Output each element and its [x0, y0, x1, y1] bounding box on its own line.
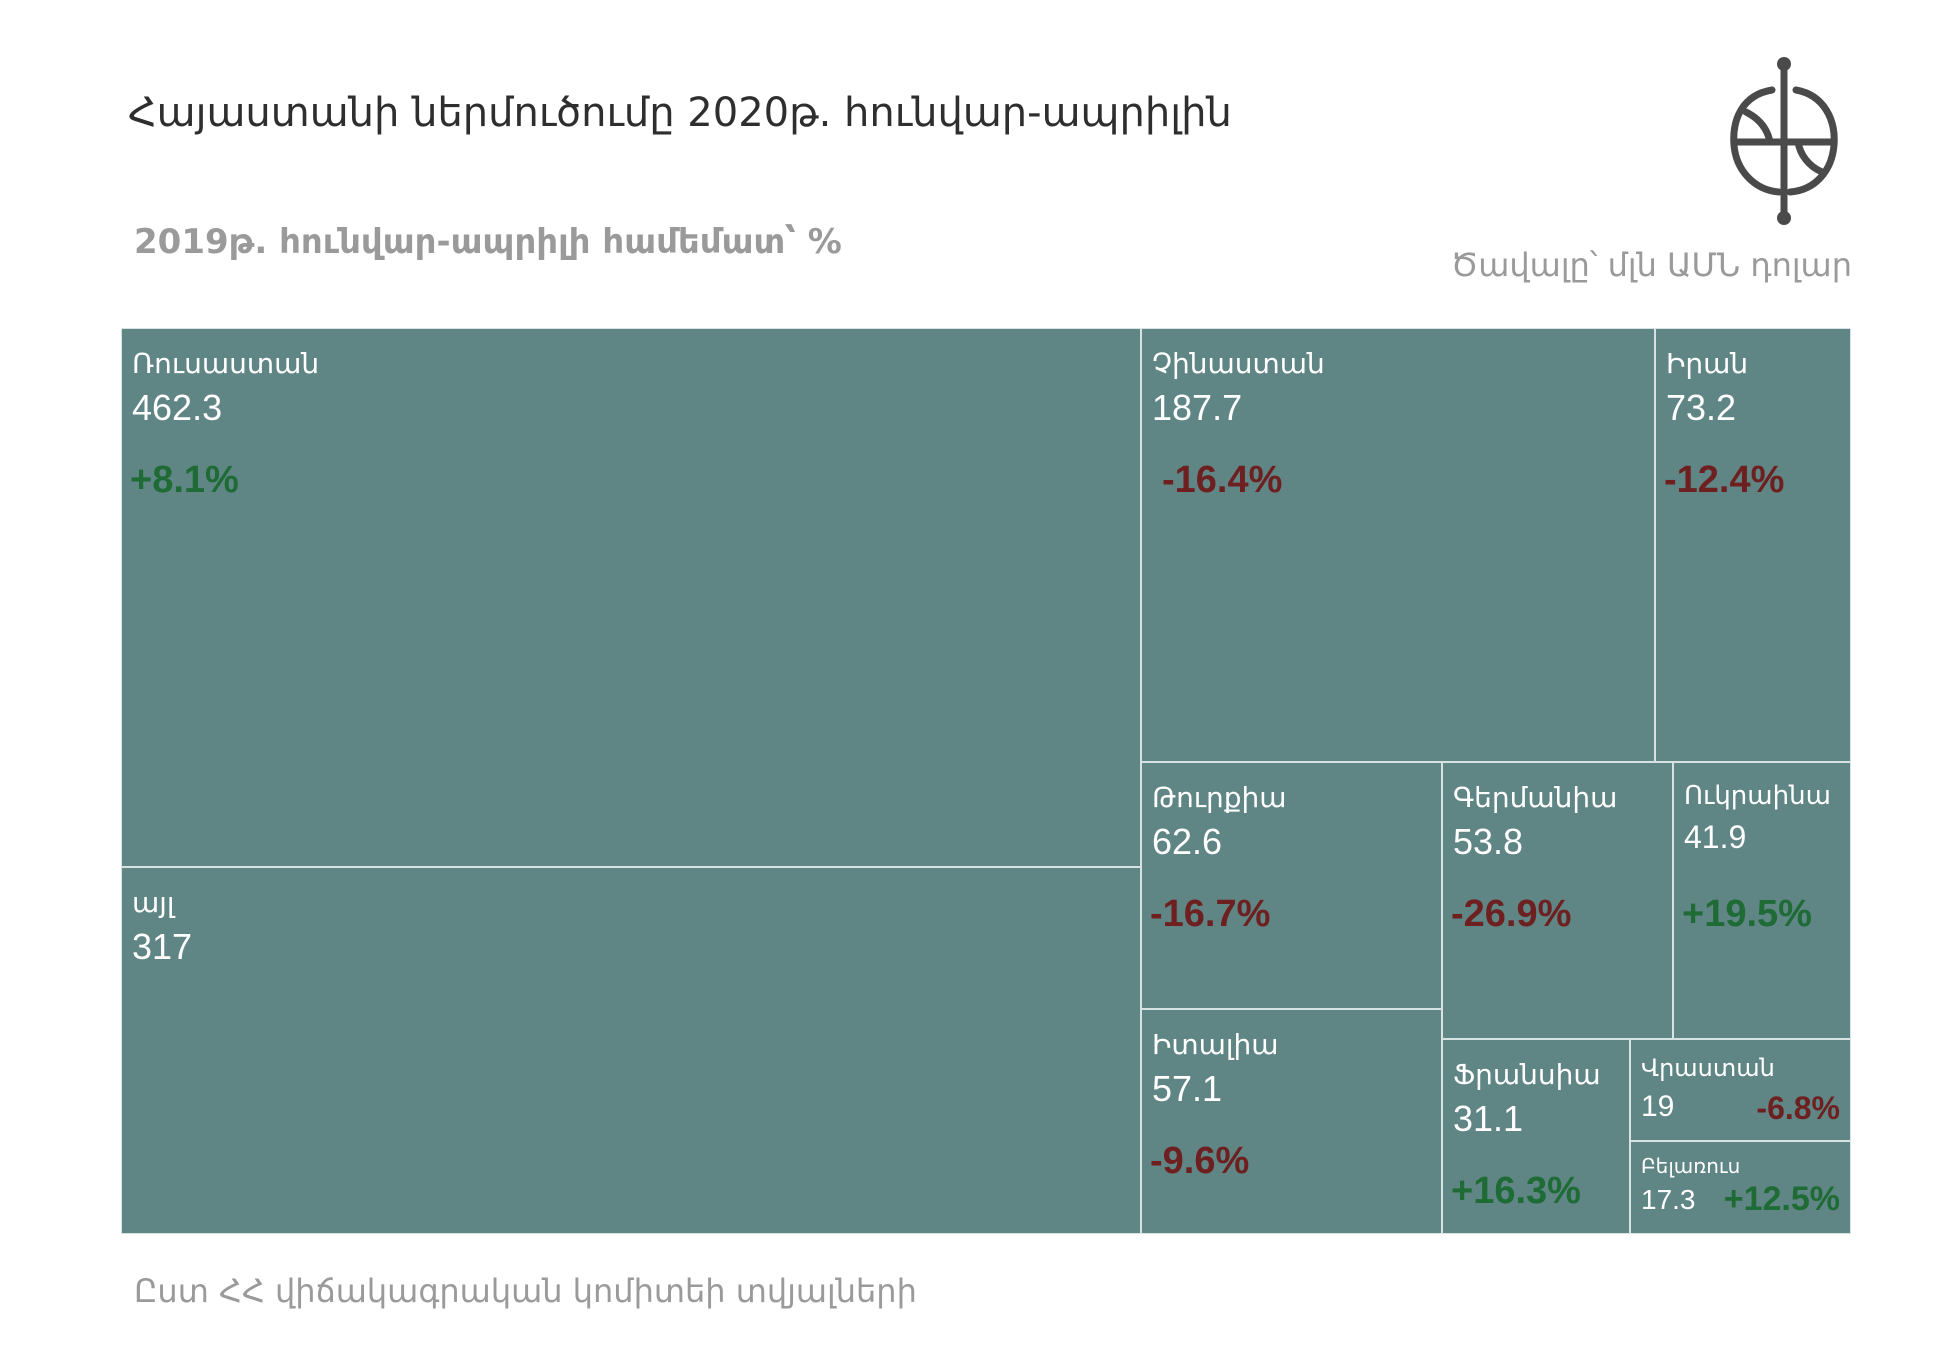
logo-icon [1730, 57, 1838, 225]
cell-country-label: Թուրքիա [1152, 781, 1287, 814]
treemap-cell: Վրաստան 19 -6.8% [1630, 1039, 1851, 1141]
cell-country-label: Ռուսաստան [132, 347, 320, 380]
unit-label: Ծավալը՝ մլն ԱՄՆ դոլար [1450, 246, 1852, 284]
cell-change-label: +16.3% [1451, 1170, 1581, 1212]
cell-country-label: Ուկրաինա [1684, 781, 1831, 811]
cell-country-label: Վրաստան [1641, 1054, 1775, 1082]
chart-title: Հայաստանի ներմուծումը 2020թ. հունվար-ապր… [128, 90, 1232, 136]
treemap-cell: Ուկրաինա 41.9 +19.5% [1673, 762, 1851, 1039]
cell-value-label: 41.9 [1684, 819, 1747, 855]
cell-value-label: 57.1 [1152, 1068, 1223, 1109]
cell-change-label: +8.1% [130, 459, 239, 501]
cell-value-label: 53.8 [1453, 821, 1524, 862]
cell-value-label: 462.3 [132, 387, 223, 428]
treemap-cell: Չինաստան 187.7 -16.4% [1141, 328, 1655, 762]
cell-country-label: Չինաստան [1152, 347, 1325, 380]
treemap-cell: այլ 317 [121, 867, 1141, 1234]
treemap-cell: Ռուսաստան 462.3 +8.1% [121, 328, 1141, 867]
cell-country-label: Իրան [1666, 347, 1749, 380]
cell-change-label: -26.9% [1451, 893, 1572, 935]
treemap-cell: Թուրքիա 62.6 -16.7% [1141, 762, 1442, 1009]
cell-value-label: 19 [1641, 1090, 1675, 1123]
cell-change-label: -16.4% [1162, 459, 1283, 501]
treemap-cell: Գերմանիա 53.8 -26.9% [1442, 762, 1673, 1039]
cell-value-label: 73.2 [1666, 387, 1737, 428]
cell-value-label: 187.7 [1152, 387, 1243, 428]
cell-value-label: 317 [132, 926, 193, 967]
treemap-cell: Իրան 73.2 -12.4% [1655, 328, 1851, 762]
treemap-cell: Ֆրանսիա 31.1 +16.3% [1442, 1039, 1630, 1234]
treemap: Ռուսաստան 462.3 +8.1% այլ 317 Չինաստան 187.7 -1… [121, 328, 1851, 1234]
treemap-cell: Իտալիա 57.1 -9.6% [1141, 1009, 1442, 1234]
cell-change-label: -9.6% [1150, 1140, 1250, 1182]
cell-country-label: Գերմանիա [1453, 781, 1618, 814]
cell-country-label: Ֆրանսիա [1453, 1058, 1601, 1091]
cell-value-label: 31.1 [1453, 1098, 1524, 1139]
source-note: Ըստ ՀՀ վիճակագրական կոմիտեի տվյալների [134, 1272, 917, 1310]
cell-change-label: +12.5% [1723, 1180, 1840, 1218]
cell-change-label: -16.7% [1150, 893, 1271, 935]
chart-subtitle: 2019թ. հունվար-ապրիլի համեմատ՝ % [134, 222, 842, 262]
cell-country-label: այլ [132, 886, 175, 919]
cell-country-label: Իտալիա [1152, 1028, 1279, 1061]
cell-value-label: 62.6 [1152, 821, 1223, 862]
treemap-cell: Բելառուս 17.3 +12.5% [1630, 1141, 1851, 1234]
cell-country-label: Բելառուս [1641, 1154, 1741, 1178]
cell-change-label: -12.4% [1664, 459, 1785, 501]
cell-change-label: +19.5% [1682, 893, 1812, 935]
cell-change-label: -6.8% [1756, 1090, 1840, 1126]
cell-value-label: 17.3 [1641, 1184, 1696, 1215]
